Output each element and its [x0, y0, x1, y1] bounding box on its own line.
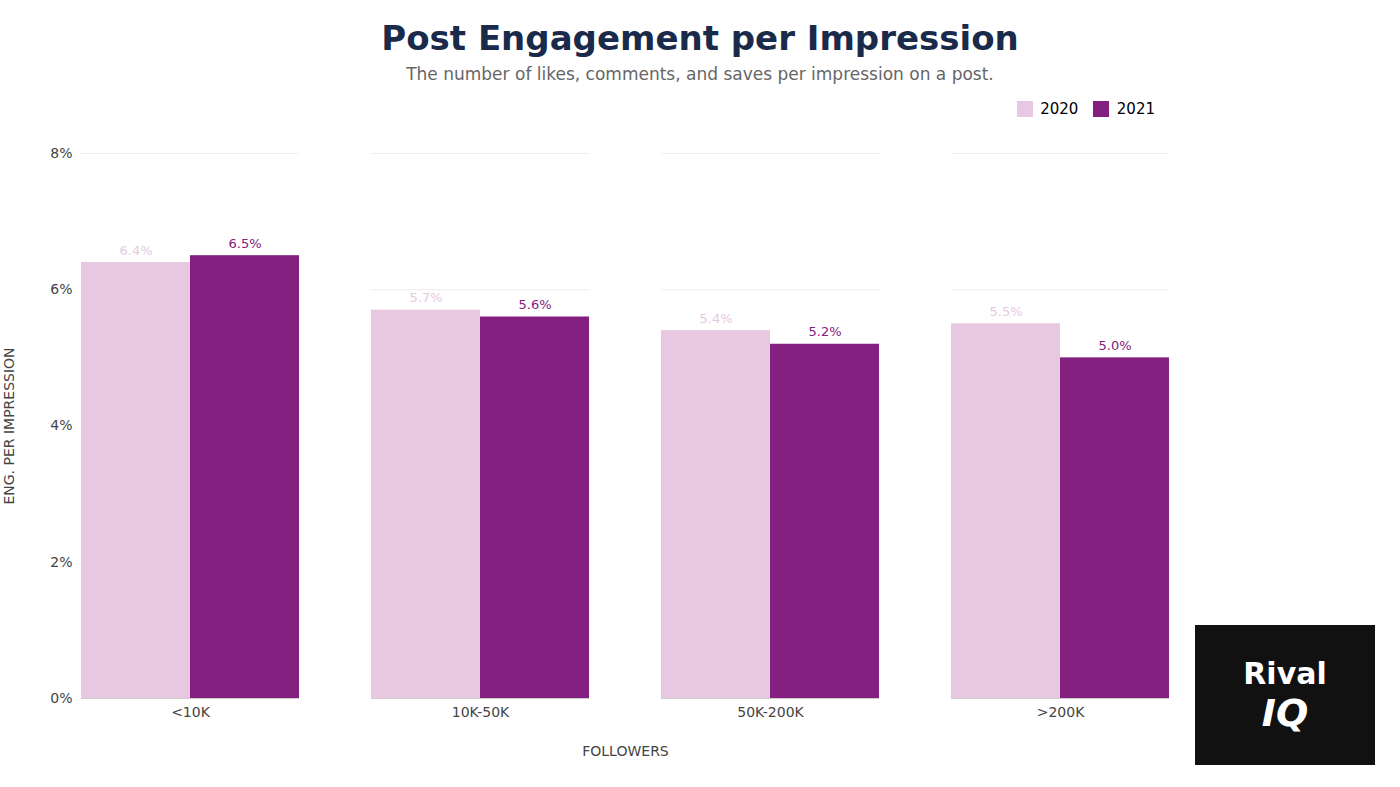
svg-text:ENG. PER IMPRESSION: ENG. PER IMPRESSION: [1, 347, 17, 504]
svg-text:FOLLOWERS: FOLLOWERS: [582, 742, 669, 758]
html-text:Post Engagement per Impression: Post Engagement per Impression: [381, 18, 1019, 58]
svg-text:<10K: <10K: [171, 704, 211, 720]
svg-text:>200K: >200K: [1037, 704, 1085, 720]
svg-text:6.4%: 6.4%: [119, 242, 152, 257]
svg-text:4%: 4%: [50, 417, 72, 433]
svg-text:5.2%: 5.2%: [808, 324, 841, 339]
html-text:IQ: IQ: [1261, 690, 1309, 735]
html-text:2021: 2021: [1116, 99, 1155, 118]
svg-text:5.6%: 5.6%: [518, 297, 551, 312]
svg-text:5.0%: 5.0%: [1098, 337, 1131, 352]
svg-text:6.5%: 6.5%: [228, 235, 261, 250]
svg-text:6%: 6%: [50, 281, 72, 297]
svg-text:5.7%: 5.7%: [409, 290, 442, 305]
html-text:2020: 2020: [1040, 99, 1079, 118]
html-text:Rival: Rival: [1243, 655, 1327, 691]
svg-text:2%: 2%: [50, 553, 72, 569]
svg-text:10K-50K: 10K-50K: [452, 704, 510, 720]
svg-text:50K-200K: 50K-200K: [737, 704, 804, 720]
html-text:The number of likes, comments,: The number of likes, comments, and saves…: [406, 64, 994, 84]
svg-text:5.5%: 5.5%: [989, 303, 1022, 318]
svg-text:5.4%: 5.4%: [699, 310, 732, 325]
svg-text:0%: 0%: [50, 689, 72, 705]
svg-text:8%: 8%: [50, 144, 72, 160]
